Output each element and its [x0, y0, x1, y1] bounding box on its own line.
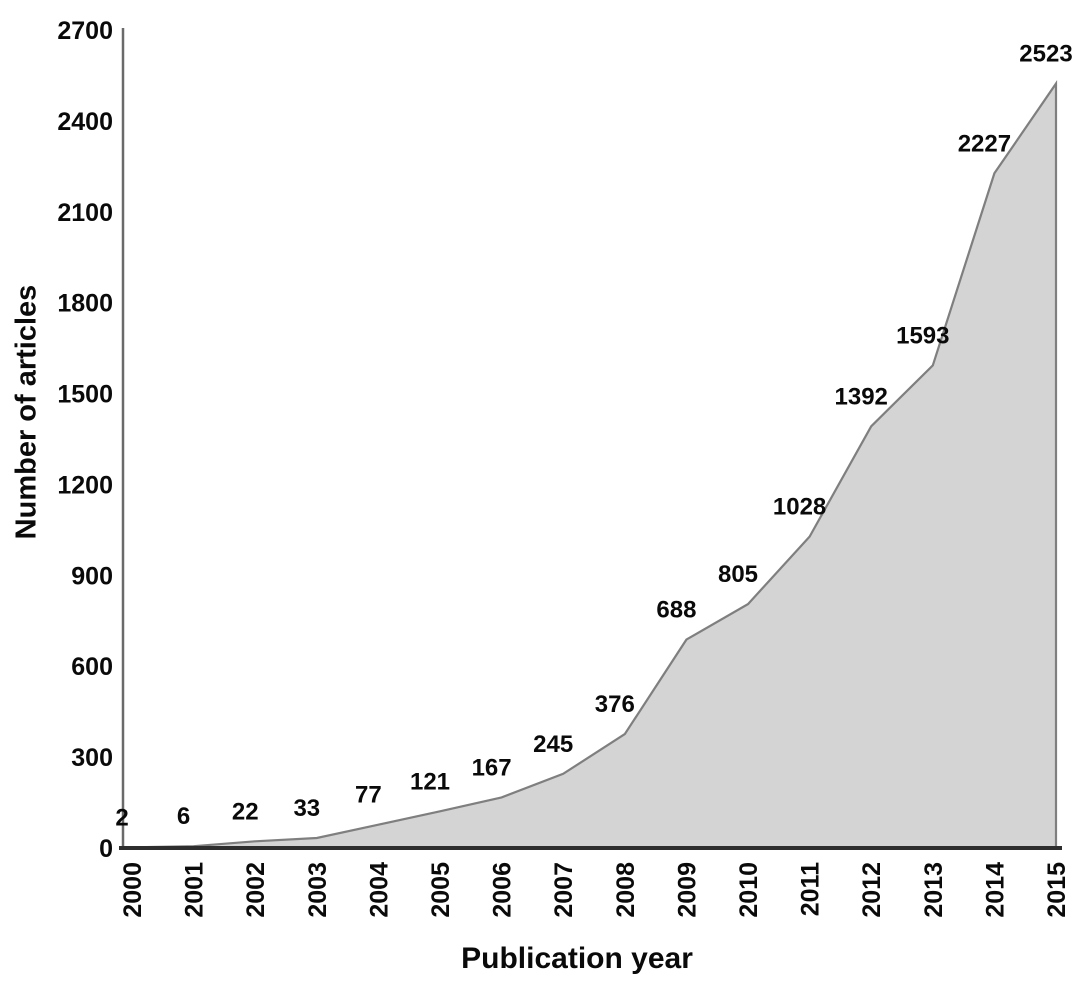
- data-label: 1028: [773, 494, 826, 521]
- data-label: 121: [410, 768, 450, 795]
- data-label: 2523: [1019, 41, 1072, 68]
- x-tick-label: 2002: [242, 862, 270, 918]
- x-tick-label: 2013: [920, 862, 948, 918]
- x-tick-label: 2009: [673, 862, 701, 918]
- x-tick-label: 2001: [181, 862, 209, 918]
- y-tick-label: 0: [99, 835, 113, 863]
- y-tick-label: 1200: [57, 471, 113, 499]
- x-tick-label: 2005: [427, 862, 455, 918]
- data-label: 805: [718, 561, 758, 588]
- x-tick-label: 2000: [119, 862, 147, 918]
- y-tick-label: 600: [71, 653, 113, 681]
- y-axis-title: Number of articles: [10, 284, 43, 540]
- data-label: 33: [293, 795, 320, 822]
- data-label: 1593: [896, 322, 949, 349]
- x-tick-label: 2008: [612, 862, 640, 918]
- y-tick-label: 900: [71, 562, 113, 590]
- data-label: 2227: [958, 130, 1011, 157]
- data-label: 688: [656, 597, 696, 624]
- y-tick-label: 1500: [57, 381, 113, 409]
- y-tick-label: 300: [71, 744, 113, 772]
- data-label: 2: [115, 804, 128, 831]
- x-tick-label: 2014: [981, 862, 1009, 918]
- x-tick-label: 2007: [550, 862, 578, 918]
- y-tick-label: 2100: [57, 199, 113, 227]
- y-tick-label: 1800: [57, 290, 113, 318]
- data-label: 6: [177, 803, 190, 830]
- data-label: 77: [355, 782, 382, 809]
- data-label: 1392: [835, 383, 888, 410]
- x-axis-title: Publication year: [461, 942, 693, 975]
- y-tick-label: 2400: [57, 108, 113, 136]
- x-tick-label: 2010: [735, 862, 763, 918]
- data-label: 376: [595, 691, 635, 718]
- data-label: 22: [232, 798, 259, 825]
- x-tick-label: 2003: [304, 862, 332, 918]
- x-tick-label: 2004: [365, 862, 393, 918]
- x-tick-label: 2015: [1043, 862, 1071, 918]
- data-label: 167: [472, 754, 512, 781]
- x-tick-label: 2012: [858, 862, 886, 918]
- area-series: [130, 80, 1058, 850]
- data-label: 245: [533, 731, 573, 758]
- x-tick-label: 2011: [797, 862, 825, 916]
- y-tick-label: 2700: [57, 17, 113, 45]
- x-tick-label: 2006: [489, 862, 517, 918]
